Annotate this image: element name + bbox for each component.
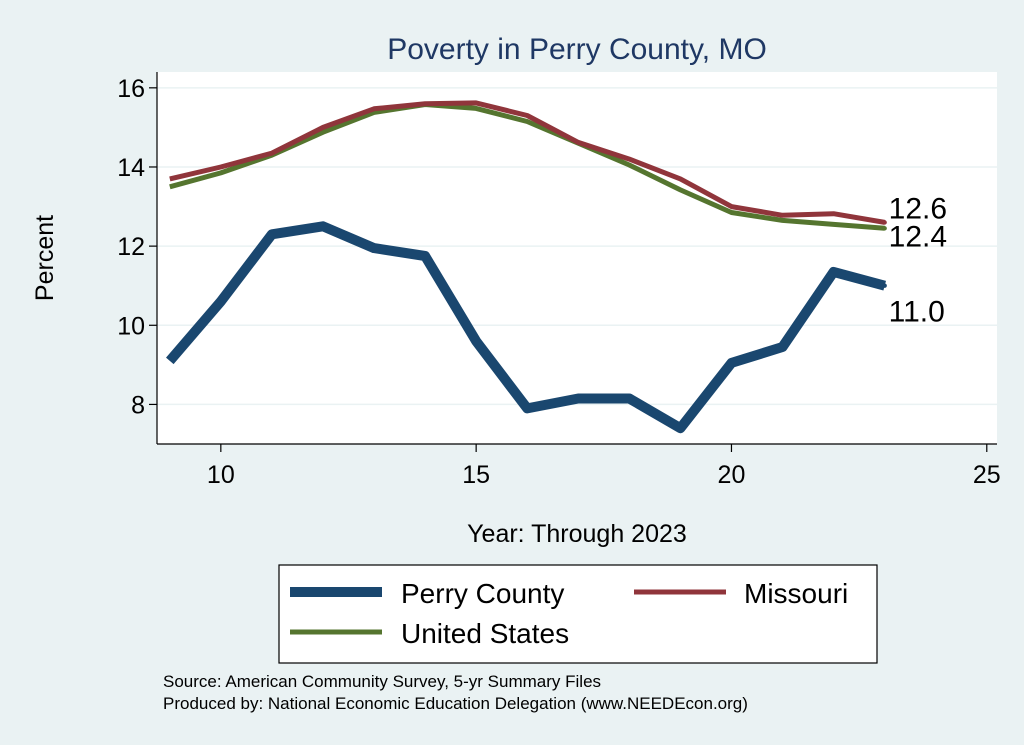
produced-by-note: Produced by: National Economic Education…	[163, 694, 748, 713]
end-label-missouri: 12.6	[889, 192, 947, 225]
y-tick-label-8: 8	[131, 391, 145, 419]
plot-area	[157, 72, 997, 444]
x-tick-label-25: 25	[973, 461, 1001, 489]
series-line-perry-county	[166, 221, 887, 434]
x-tick-label-20: 20	[718, 461, 746, 489]
x-axis-title: Year: Through 2023	[467, 520, 687, 548]
x-tick-label-15: 15	[462, 461, 490, 489]
series-line-united-states	[169, 102, 885, 231]
y-tick-label-12: 12	[117, 233, 145, 261]
y-axis-title: Percent	[31, 215, 59, 301]
legend-label-perry-county: Perry County	[401, 578, 564, 609]
y-tick-label-14: 14	[117, 154, 145, 182]
y-tick-label-16: 16	[117, 75, 145, 103]
end-point-perry-county	[882, 283, 887, 288]
end-point-united-states	[882, 226, 887, 231]
end-point-missouri	[882, 220, 887, 225]
end-label-perry-county: 11.0	[889, 296, 945, 329]
legend-box	[278, 564, 878, 664]
legend-label-missouri: Missouri	[744, 578, 848, 609]
source-note: Source: American Community Survey, 5-yr …	[163, 672, 601, 691]
y-tick-label-10: 10	[117, 312, 145, 340]
legend: Perry County Missouri United States	[278, 564, 878, 664]
chart-title: Poverty in Perry County, MO	[387, 33, 767, 66]
series-line-missouri	[169, 100, 886, 225]
x-tick-label-10: 10	[207, 461, 235, 489]
end-label-united-states: 12.4	[889, 220, 947, 253]
legend-label-united-states: United States	[401, 618, 569, 649]
